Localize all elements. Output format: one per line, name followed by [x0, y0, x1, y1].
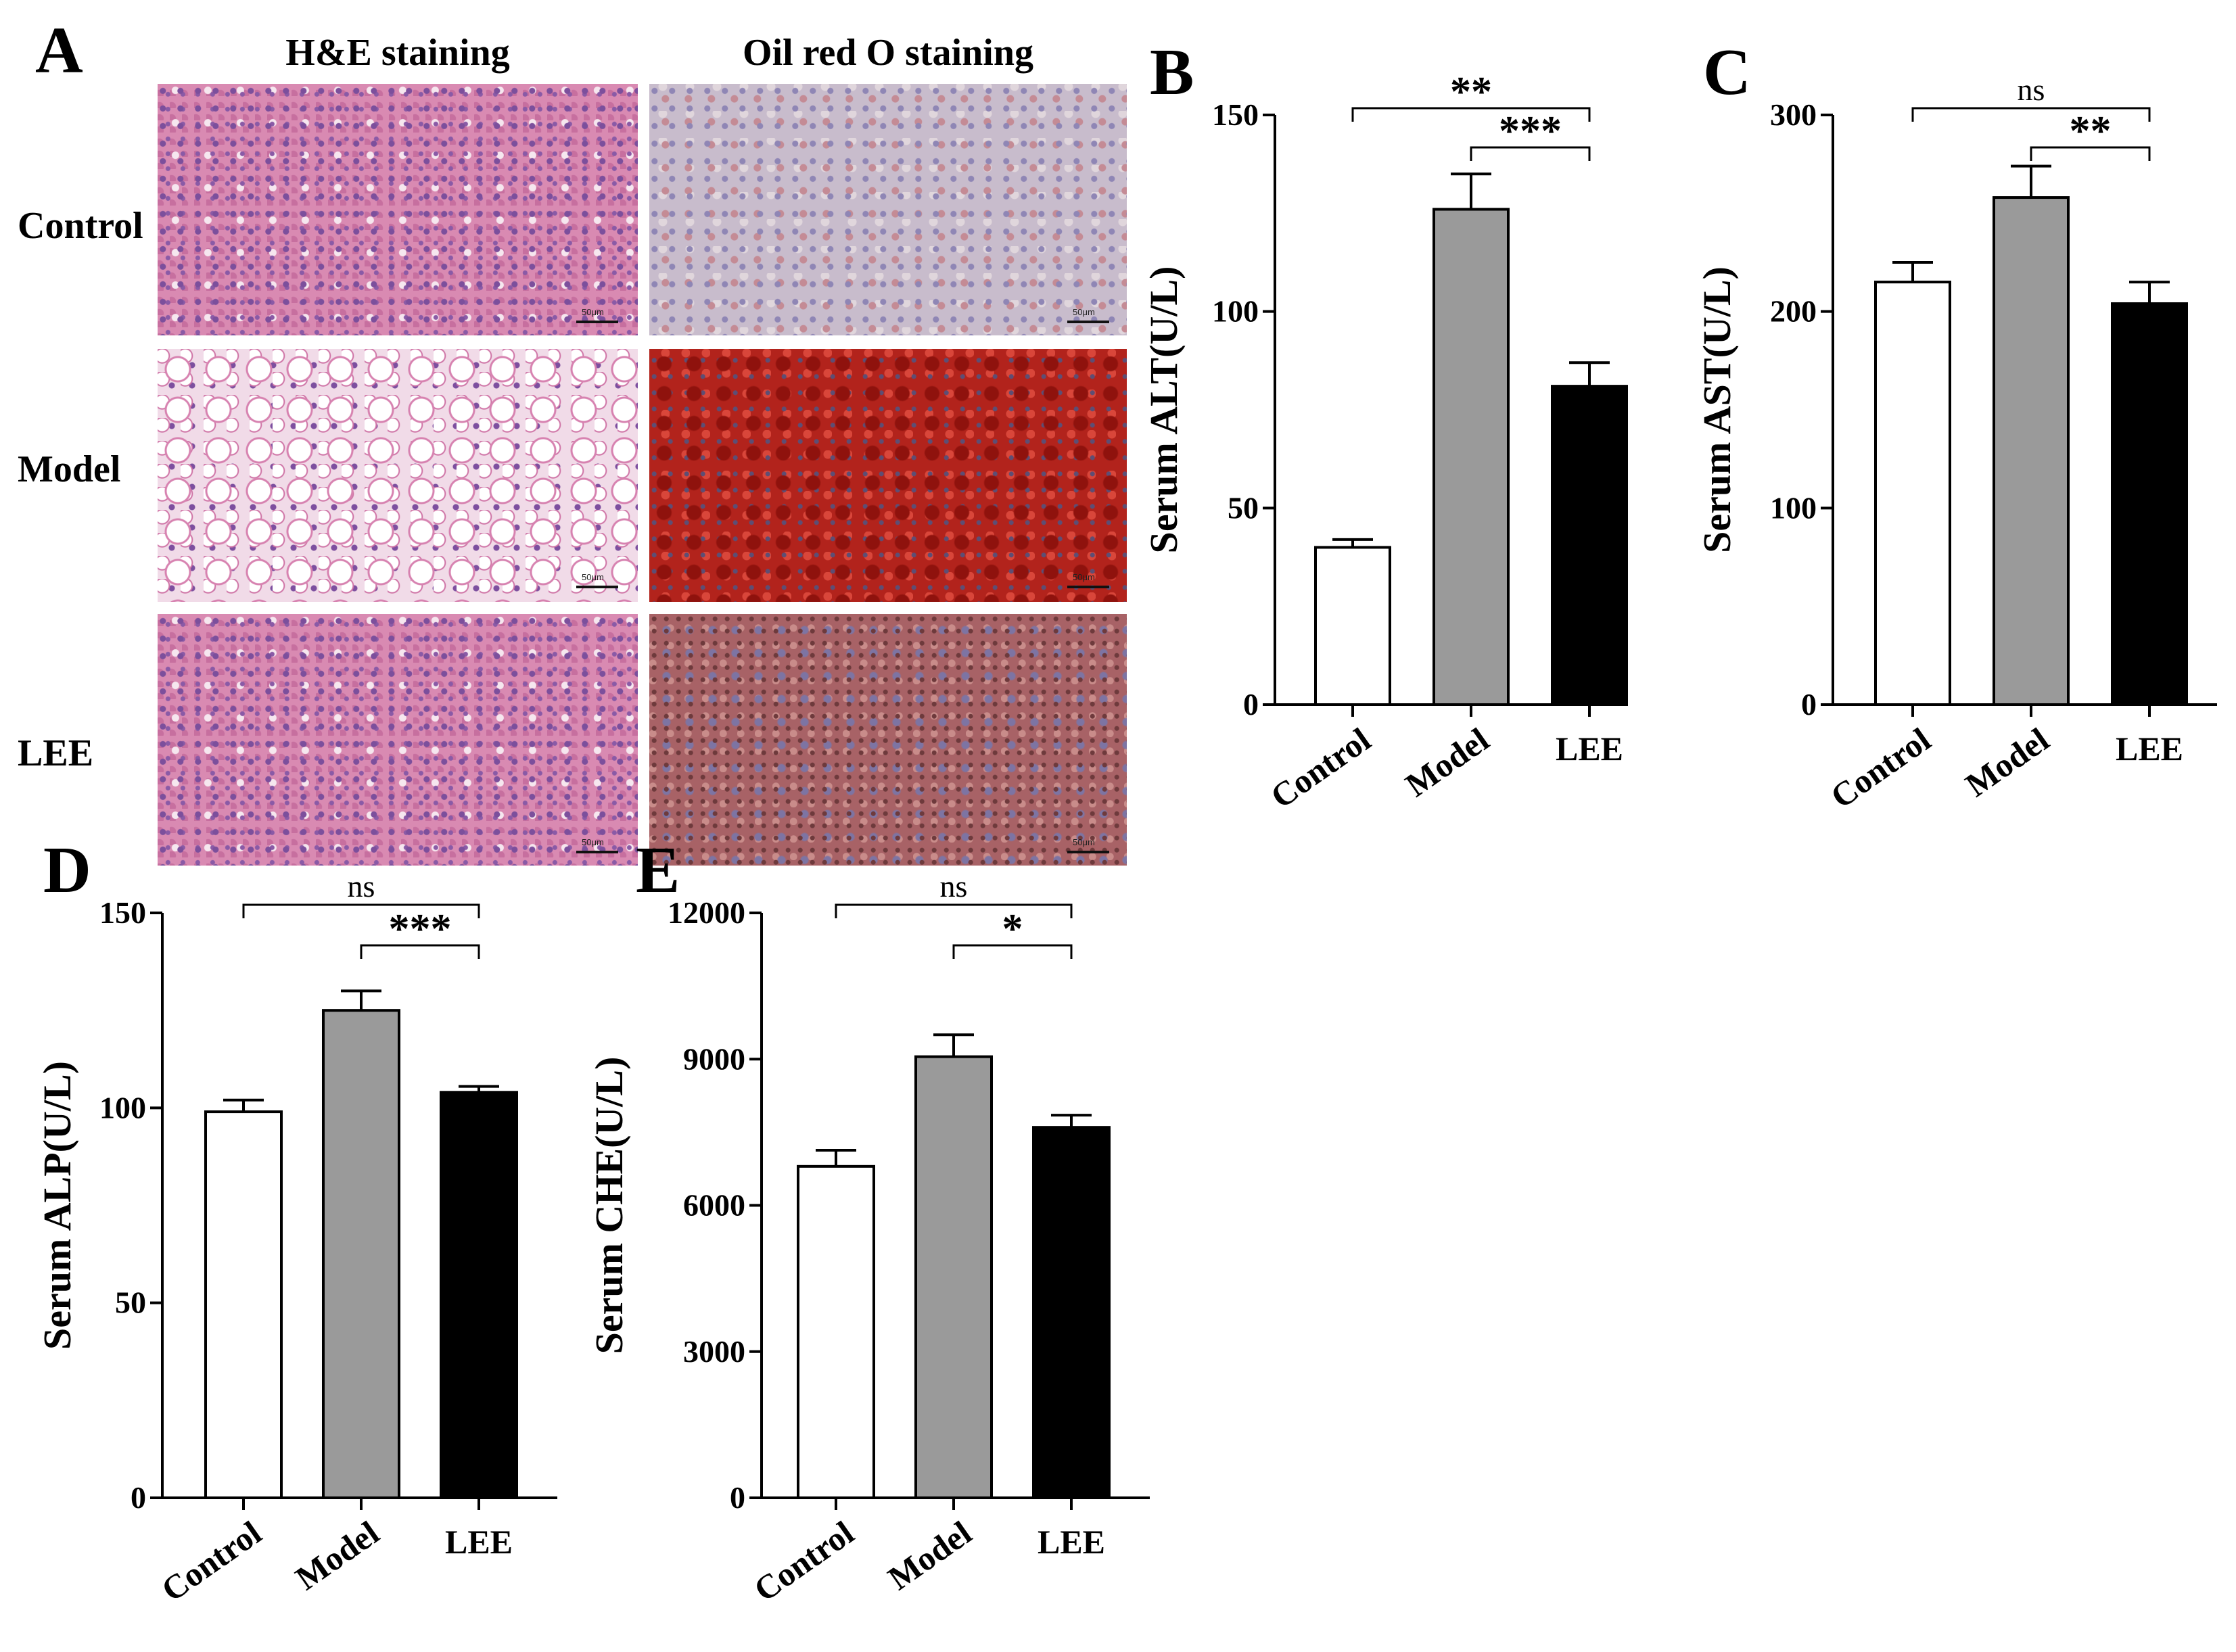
- bar-control: [1314, 546, 1391, 707]
- y-axis-title: Serum AST(U/L): [1695, 266, 1739, 553]
- significance-label: **: [2070, 108, 2112, 154]
- y-tick-label: 0: [1801, 687, 1817, 722]
- scale-bar-text: 50μm: [1073, 307, 1095, 317]
- significance-bracket: [242, 903, 480, 918]
- x-tick-label: Model: [881, 1513, 979, 1597]
- y-tick-label: 200: [1770, 294, 1817, 329]
- y-tick-label: 50: [115, 1285, 146, 1320]
- scale-bar: [576, 851, 618, 853]
- x-tick-label: Control: [154, 1513, 268, 1609]
- he-staining-title: H&E staining: [285, 32, 510, 74]
- x-tick-label: Model: [1399, 720, 1496, 804]
- scale-bar: [576, 586, 618, 588]
- y-tick-label: 0: [131, 1480, 146, 1515]
- scale-bar: [1067, 586, 1109, 588]
- x-tick-label: LEE: [445, 1523, 513, 1561]
- y-tick-label: 150: [1212, 97, 1259, 132]
- he-model-image: [158, 349, 638, 602]
- significance-bracket: [360, 944, 480, 959]
- scale-bar-text: 50μm: [1073, 572, 1095, 582]
- x-tick-label: Control: [1823, 720, 1937, 816]
- y-tick-label: 9000: [683, 1041, 745, 1076]
- he-control-image: [158, 84, 638, 335]
- row-label-model: Model: [18, 448, 121, 490]
- row-label-control: Control: [18, 205, 143, 247]
- y-tick-label: 0: [1243, 687, 1259, 722]
- y-tick-label: 150: [99, 895, 146, 930]
- significance-label: ns: [2018, 72, 2045, 107]
- bar-model: [1993, 196, 2070, 706]
- bar-lee: [2111, 302, 2188, 707]
- he-lee-image: [158, 614, 638, 866]
- x-tick-label: LEE: [1038, 1523, 1105, 1561]
- ast-bar-chart: 0 100 200 300 Serum AST(U/L) Control Model LEE n…: [1695, 72, 2217, 816]
- bar-control: [204, 1110, 283, 1500]
- significance-label: ns: [940, 869, 968, 903]
- scale-bar: [1067, 851, 1109, 853]
- significance-bracket: [952, 944, 1073, 959]
- significance-bracket: [1470, 146, 1591, 161]
- panel-b-label: B: [1150, 36, 1194, 109]
- scale-bar-text: 50μm: [582, 572, 604, 582]
- alp-bar-chart: 0 50 100 150 Serum ALP(U/L) Control Model LEE ns…: [35, 869, 557, 1609]
- y-axis-title: Serum ALP(U/L): [35, 1061, 79, 1350]
- row-label-lee: LEE: [18, 732, 94, 774]
- bar-control: [797, 1164, 875, 1499]
- scale-bar-text: 50μm: [1073, 837, 1095, 847]
- significance-label: **: [1450, 69, 1492, 115]
- bar-lee: [1032, 1126, 1111, 1499]
- panel-e-label: E: [636, 834, 680, 907]
- scale-bar-text: 50μm: [582, 307, 604, 317]
- significance-bracket: [1351, 107, 1591, 122]
- oil-red-control-image: [649, 84, 1127, 335]
- x-tick-label: Control: [747, 1513, 860, 1609]
- bar-model: [1433, 208, 1510, 706]
- significance-label: ***: [1499, 108, 1562, 154]
- panel-a-label: A: [35, 14, 83, 87]
- x-tick-label: Model: [1959, 720, 2056, 804]
- x-tick-label: Model: [289, 1513, 386, 1597]
- significance-bracket: [1911, 107, 2151, 122]
- bar-model: [322, 1009, 400, 1499]
- significance-bracket: [2030, 146, 2151, 161]
- oil-red-o-title: Oil red O staining: [743, 32, 1033, 74]
- y-axis-title: Serum CHE(U/L): [587, 1057, 631, 1354]
- significance-label: ns: [348, 869, 375, 903]
- x-tick-label: Control: [1263, 720, 1377, 816]
- scale-bar: [576, 321, 618, 323]
- panel-c-label: C: [1703, 36, 1751, 109]
- oil-red-lee-image: [649, 614, 1127, 866]
- y-tick-label: 0: [730, 1480, 745, 1515]
- bar-model: [914, 1055, 993, 1500]
- y-tick-label: 100: [1770, 490, 1817, 525]
- y-tick-label: 50: [1228, 490, 1259, 525]
- x-tick-label: LEE: [1556, 730, 1623, 768]
- bar-control: [1874, 281, 1951, 707]
- alt-bar-chart: 0 50 100 150 Serum ALT(U/L) Control Model LEE **…: [1142, 69, 1628, 816]
- significance-label: ***: [389, 906, 452, 952]
- che-bar-chart: 0 3000 6000 9000 12000 Serum CHE(U/L) Control M…: [587, 869, 1150, 1609]
- bar-lee: [440, 1091, 518, 1499]
- y-tick-label: 12000: [668, 895, 745, 930]
- x-tick-label: LEE: [2116, 730, 2183, 768]
- significance-label: *: [1002, 906, 1023, 952]
- bar-lee: [1551, 385, 1628, 706]
- panel-d-label: D: [43, 834, 91, 907]
- oil-red-model-image: [649, 349, 1127, 602]
- y-axis-title: Serum ALT(U/L): [1142, 266, 1186, 554]
- y-tick-label: 3000: [683, 1334, 745, 1369]
- y-tick-label: 100: [1212, 294, 1259, 329]
- y-tick-label: 6000: [683, 1188, 745, 1223]
- y-tick-label: 100: [99, 1090, 146, 1125]
- significance-bracket: [835, 903, 1073, 918]
- scale-bar-text: 50μm: [582, 837, 604, 847]
- scale-bar: [1067, 321, 1109, 323]
- y-tick-label: 300: [1770, 97, 1817, 132]
